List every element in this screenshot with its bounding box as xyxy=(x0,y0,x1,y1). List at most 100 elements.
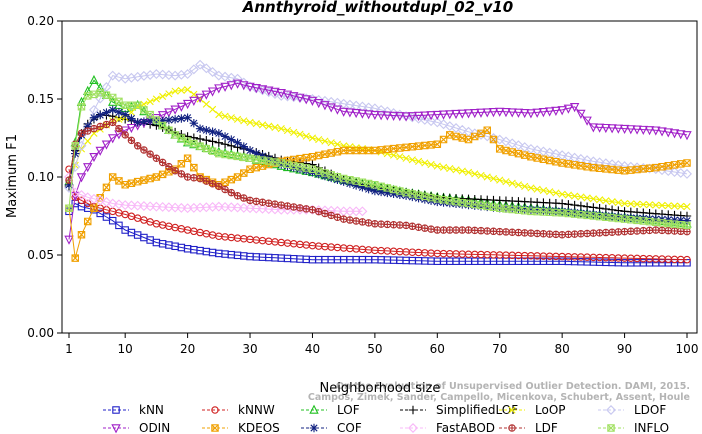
data-point xyxy=(594,123,605,133)
data-point xyxy=(239,142,248,151)
data-point xyxy=(238,202,249,213)
data-point xyxy=(683,203,691,211)
data-point xyxy=(601,123,611,134)
data-point xyxy=(71,149,80,158)
data-point xyxy=(246,165,254,173)
data-point xyxy=(289,203,298,211)
legend-item-ldof: LDOF xyxy=(598,403,666,417)
data-point xyxy=(121,131,129,139)
data-point xyxy=(551,106,561,116)
data-point xyxy=(321,137,329,145)
data-point xyxy=(214,138,224,147)
data-point xyxy=(452,226,460,234)
legend-item-lof: LOF xyxy=(301,403,360,417)
data-point xyxy=(321,150,329,158)
data-point xyxy=(533,185,541,193)
data-point xyxy=(588,156,599,167)
data-point xyxy=(188,64,199,75)
data-point xyxy=(508,228,516,236)
legend-label: COF xyxy=(337,421,362,434)
data-point xyxy=(220,71,231,82)
x-axis-label: Neighborhood size xyxy=(320,381,441,396)
data-point xyxy=(408,142,417,151)
data-point xyxy=(333,213,342,221)
data-point xyxy=(664,226,673,235)
data-point xyxy=(682,168,692,179)
data-point xyxy=(602,197,610,205)
data-point xyxy=(389,221,398,229)
data-point xyxy=(327,139,335,147)
data-point xyxy=(120,200,131,211)
data-point xyxy=(526,205,536,214)
legend-item-knn: kNN xyxy=(103,403,164,417)
data-point xyxy=(96,122,104,131)
data-point xyxy=(326,103,336,113)
data-point xyxy=(508,148,516,156)
data-point xyxy=(502,146,510,155)
data-point xyxy=(471,132,479,141)
data-point xyxy=(127,114,136,123)
data-point xyxy=(202,126,211,135)
data-point xyxy=(569,103,580,113)
legend-label: LDF xyxy=(535,421,558,434)
data-point xyxy=(682,131,692,141)
data-point xyxy=(320,101,330,111)
data-point xyxy=(614,228,623,236)
data-point xyxy=(514,181,523,189)
x-tick-label: 40 xyxy=(305,342,320,356)
legend-marker xyxy=(112,406,120,414)
legend-marker xyxy=(508,406,516,414)
data-point xyxy=(527,229,535,237)
data-point xyxy=(102,183,111,192)
data-point xyxy=(477,171,485,180)
legend-label: LOF xyxy=(337,403,360,417)
data-point xyxy=(577,230,585,238)
data-point xyxy=(240,169,248,177)
data-point xyxy=(446,226,454,234)
data-point xyxy=(539,206,548,215)
data-point xyxy=(608,198,616,206)
legend-item-simplifiedlof: SimplifiedLOF xyxy=(400,403,518,417)
data-point xyxy=(77,196,86,205)
data-point xyxy=(202,100,210,108)
data-point xyxy=(638,125,649,135)
data-point xyxy=(370,110,380,121)
data-point xyxy=(233,173,242,181)
data-point xyxy=(526,109,536,119)
data-point xyxy=(408,156,416,164)
data-point xyxy=(190,163,198,172)
data-point xyxy=(115,221,123,230)
data-point xyxy=(663,128,673,138)
data-point xyxy=(390,151,398,159)
data-point xyxy=(376,104,387,115)
data-point xyxy=(564,230,573,239)
data-point xyxy=(576,208,586,218)
axes: 0.00 0.05 0.10 0.15 0.20 1 10 20 30 40 50 60 70 80 90 1… xyxy=(27,14,698,356)
data-point xyxy=(519,108,530,119)
data-point xyxy=(451,199,461,209)
data-point xyxy=(576,201,586,211)
data-point xyxy=(414,142,423,150)
legend-item-fastabod: FastABOD xyxy=(400,421,495,434)
data-point xyxy=(115,97,123,106)
data-point xyxy=(159,92,167,100)
data-point xyxy=(502,228,510,236)
data-point xyxy=(158,116,167,126)
data-point xyxy=(83,163,93,173)
data-point xyxy=(421,141,429,150)
data-point xyxy=(545,206,554,215)
data-point xyxy=(457,124,468,135)
data-point xyxy=(570,200,579,210)
data-point xyxy=(495,107,505,117)
data-point xyxy=(627,227,635,235)
data-point xyxy=(146,150,154,158)
data-point xyxy=(89,152,99,163)
data-point xyxy=(296,204,304,212)
data-point xyxy=(452,166,460,174)
data-point xyxy=(533,229,541,238)
data-point xyxy=(345,108,355,118)
data-point xyxy=(670,215,679,225)
data-point xyxy=(64,180,74,189)
x-tick-label: 70 xyxy=(492,342,507,356)
legend-marker xyxy=(607,424,615,432)
